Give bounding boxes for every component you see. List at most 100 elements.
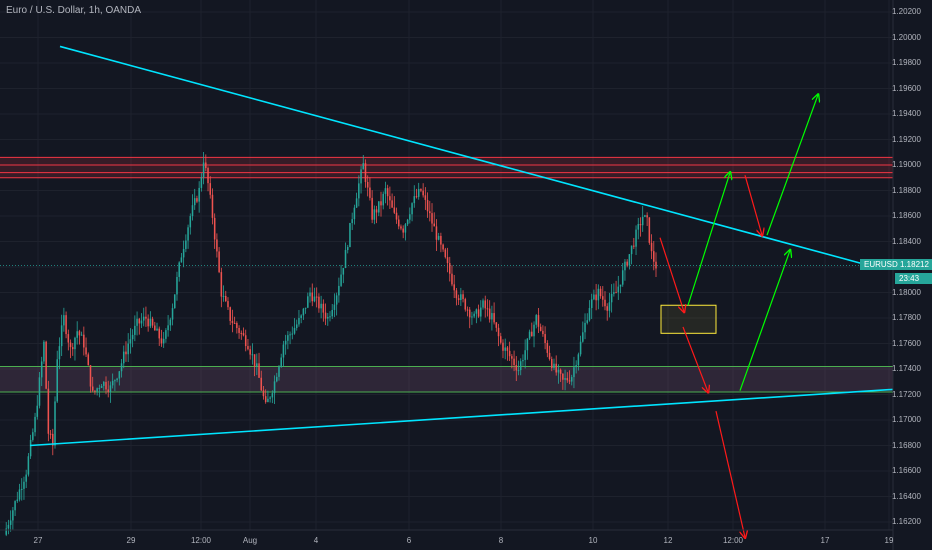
candle-body (497, 327, 500, 337)
candle-body (437, 235, 440, 240)
x-tick-label: 12:00 (190, 536, 212, 545)
candle-body (453, 284, 455, 291)
candle-body (147, 318, 149, 327)
candle-body (415, 196, 418, 198)
candle-body (413, 196, 416, 204)
candle-body (260, 377, 263, 391)
candle-body (588, 308, 591, 321)
candle-body (293, 328, 296, 334)
candle-body (269, 397, 271, 399)
trendline-ascending (29, 388, 894, 447)
candle-body (233, 322, 236, 324)
candle-body (531, 331, 533, 337)
x-tick-label: 8 (498, 536, 504, 545)
candle-body (198, 187, 200, 202)
candle-body (78, 331, 81, 336)
candle-body (491, 313, 493, 320)
y-tick-label: 1.19200 (892, 134, 921, 144)
candle-body (619, 284, 622, 287)
arrow-up (739, 250, 790, 391)
candle-body (360, 169, 362, 184)
candle-body (273, 381, 276, 394)
bar-countdown: 23:43 (895, 273, 932, 284)
candle-body (256, 363, 258, 367)
candle-body (362, 163, 365, 170)
candle-body (464, 299, 467, 310)
candle-body (637, 224, 640, 230)
x-tick-label: 17 (820, 536, 830, 545)
candle-body (98, 388, 101, 390)
candle-body (302, 308, 305, 316)
candle-body (495, 322, 498, 328)
candle-body (278, 366, 280, 377)
candle-body (555, 363, 557, 373)
candle-body (393, 207, 396, 213)
y-tick-label: 1.18400 (892, 236, 921, 246)
candle-body (318, 296, 320, 309)
candle-body (351, 219, 353, 224)
candle-body (25, 474, 27, 482)
candle-body (599, 288, 602, 297)
candle-body (298, 317, 300, 325)
candle-body (29, 439, 32, 457)
candle-body (327, 316, 329, 319)
zones (0, 156, 893, 393)
candle-body (528, 331, 531, 339)
candle-body (477, 309, 480, 317)
candle-body (34, 416, 36, 433)
candle-body (32, 432, 34, 440)
candle-body (5, 528, 7, 535)
candle-body (466, 309, 469, 311)
candle-body (173, 294, 176, 309)
candle-body (621, 270, 624, 285)
candle-body (590, 299, 593, 309)
candle-body (220, 272, 223, 297)
candle-body (389, 196, 391, 201)
candle-body (515, 365, 518, 371)
candle-body (584, 322, 586, 333)
x-tick-label: 6 (406, 536, 412, 545)
candle-body (411, 203, 413, 215)
candle-body (628, 254, 631, 266)
y-tick-label: 1.19400 (892, 109, 921, 118)
candle-body (171, 308, 174, 320)
candle-body (575, 365, 577, 368)
candle-body (431, 213, 433, 224)
candle-body (633, 245, 635, 247)
candle-body (422, 190, 424, 196)
candle-body (482, 300, 484, 308)
candle-body (202, 162, 205, 178)
candle-body (488, 308, 491, 320)
candle-body (635, 229, 637, 247)
candle-body (335, 295, 338, 305)
candle-body (222, 295, 225, 297)
y-tick-label: 1.18600 (892, 211, 921, 220)
candle-body (165, 330, 167, 339)
candle-body (615, 292, 617, 294)
candle-body (14, 501, 16, 511)
y-tick-label: 1.18000 (892, 287, 921, 297)
candle-body (125, 351, 127, 355)
candle-body (417, 188, 420, 197)
candle-body (287, 335, 289, 341)
y-tick-label: 1.17200 (892, 389, 921, 399)
candle-body (142, 316, 145, 321)
candle-body (535, 315, 538, 325)
candle-body (211, 194, 214, 218)
candle-body (280, 357, 282, 367)
arrow-down (744, 175, 762, 235)
candle-body (122, 351, 125, 364)
candle-body (644, 215, 646, 217)
candle-body (586, 320, 589, 323)
candle-body (224, 295, 227, 302)
candle-body (83, 334, 85, 348)
candle-body (300, 315, 302, 318)
candles (5, 151, 657, 537)
candle-body (506, 347, 509, 351)
candle-body (344, 250, 347, 269)
candle-body (23, 481, 25, 489)
candle-body (40, 361, 43, 378)
candle-body (238, 327, 240, 333)
candle-body (56, 359, 59, 402)
